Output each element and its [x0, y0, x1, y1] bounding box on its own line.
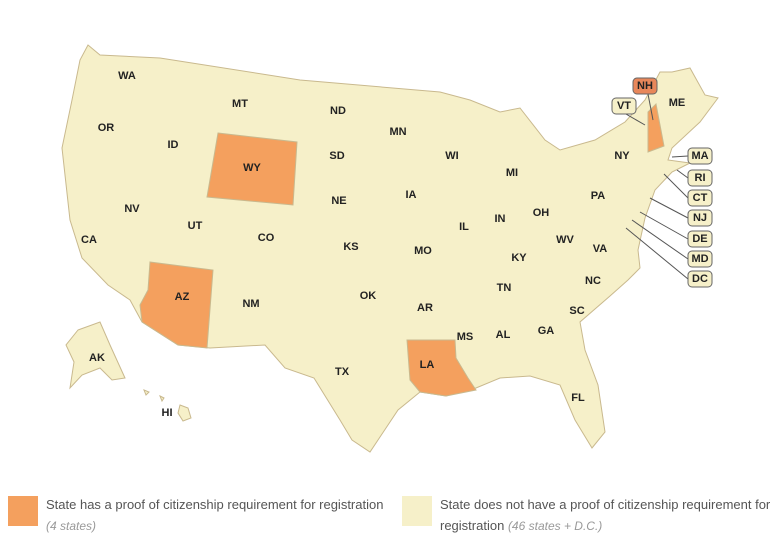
state-label: NY [614, 150, 630, 162]
state-shape [139, 261, 214, 349]
label-box [687, 169, 713, 187]
state-label: AK [89, 352, 105, 364]
state-shape [206, 132, 298, 206]
state-label: OR [98, 122, 115, 134]
label-box [687, 147, 713, 165]
legend-note: (4 states) [46, 519, 97, 533]
state-label: ME [669, 97, 686, 109]
legend-swatch [402, 496, 432, 526]
legend-item: State has a proof of citizenship require… [46, 494, 386, 537]
state-label: NE [331, 195, 346, 207]
label-box [687, 230, 713, 248]
state-label: IL [459, 221, 469, 233]
state-label: KY [511, 252, 527, 264]
state-label: WA [118, 70, 136, 82]
state-label: SC [569, 305, 584, 317]
callout-line [639, 211, 689, 240]
state-label: WI [445, 150, 458, 162]
state-label: MA [691, 150, 708, 162]
state-label: CT [693, 192, 708, 204]
state-label: NC [585, 275, 601, 287]
legend-item: State does not have a proof of citizensh… [440, 494, 777, 537]
state-label: GA [538, 325, 555, 337]
hawaii-outline [143, 389, 192, 422]
map: AZ LA NH WY WA OR ID MT ND SD NV UT CO CA NE KS MN IA WI MI… [61, 44, 719, 453]
label-box [611, 97, 637, 115]
state-label: LA [420, 359, 435, 371]
state-label: ND [330, 105, 346, 117]
state-label: NM [242, 298, 259, 310]
state-label: MN [389, 126, 406, 138]
label-box [632, 77, 658, 95]
legend-label: State has a proof of citizenship require… [46, 497, 384, 512]
state-label: OK [360, 290, 377, 302]
state-label: IA [406, 189, 417, 201]
state-label: MT [232, 98, 248, 110]
state-label: SD [329, 150, 344, 162]
state-label: KS [343, 241, 358, 253]
state-label: AR [417, 302, 433, 314]
state-label: MI [506, 167, 518, 179]
state-label: CO [258, 232, 275, 244]
legend-note: (46 states + D.C.) [507, 519, 603, 533]
state-label: NH [637, 80, 653, 92]
state-label: NJ [693, 212, 707, 224]
state-label: WV [556, 234, 574, 246]
legend-label: State does not have a proof of citizensh… [440, 497, 771, 533]
state-label: FL [571, 392, 585, 404]
callout-line [625, 227, 689, 280]
label-box [687, 250, 713, 268]
state-label: HI [162, 407, 173, 419]
state-label: OH [533, 207, 550, 219]
callout-line [676, 169, 689, 179]
state-label: NV [124, 203, 140, 215]
state-label: UT [188, 220, 203, 232]
state-label: CA [81, 234, 97, 246]
state-label: VT [617, 100, 631, 112]
state-label: PA [591, 190, 606, 202]
state-label: AZ [175, 291, 190, 303]
state-label: MO [414, 245, 432, 257]
state-label: TX [335, 366, 350, 378]
label-box [687, 209, 713, 227]
state-label: VA [593, 243, 608, 255]
state-label: WY [243, 162, 261, 174]
callout-line [631, 219, 689, 260]
state-label: ID [168, 139, 179, 151]
state-label: TN [497, 282, 512, 294]
callout-line [663, 173, 689, 199]
state-label: MS [457, 331, 474, 343]
state-label: IN [495, 213, 506, 225]
callout-line [647, 93, 654, 121]
legend-swatch [8, 496, 38, 526]
state-label: MD [691, 253, 708, 265]
label-box [687, 270, 713, 288]
label-box [687, 189, 713, 207]
state-label: DC [692, 273, 708, 285]
state-label: DE [692, 233, 707, 245]
callout-line [671, 155, 689, 158]
state-label: AL [496, 329, 511, 341]
alaska-outline [65, 321, 126, 390]
state-label: RI [695, 172, 706, 184]
callout-line [649, 197, 689, 219]
state-shape [406, 339, 477, 397]
